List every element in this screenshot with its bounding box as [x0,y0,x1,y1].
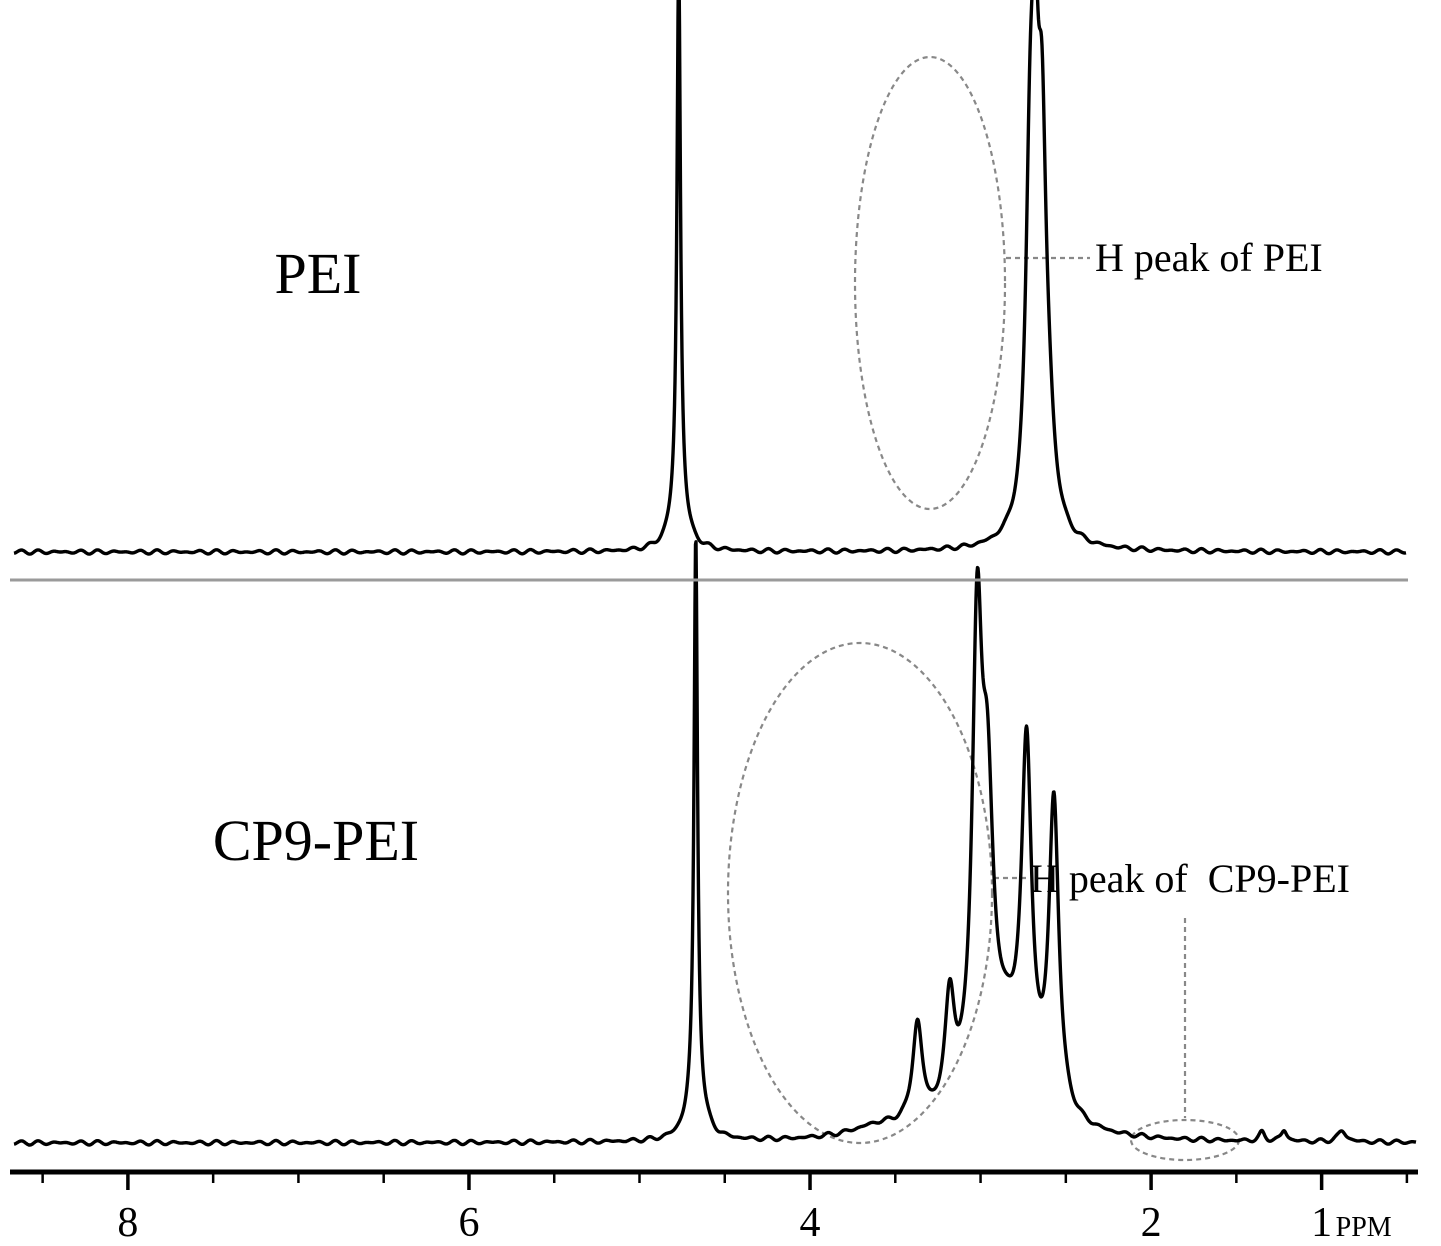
annotation-pei-peak: H peak of PEI [1095,235,1323,280]
annotation-cp9-pei-peak: H peak of CP9-PEI [1030,856,1350,901]
highlight-ellipse-pei [853,55,1007,511]
spectrum-line-cp9-pei [12,540,1418,1147]
spectrum-line-pei [12,0,1408,556]
highlight-ellipse-cp9-pei [726,641,994,1145]
x-tick-label: 2 [1141,1200,1162,1246]
panel-label-pei: PEI [275,241,362,306]
x-tick-label: 6 [458,1200,479,1246]
panel-label-cp9-pei: CP9-PEI [213,808,419,873]
x-tick-label: 8 [117,1200,138,1246]
x-tick-label: 1 [1311,1200,1332,1246]
x-tick-label: 4 [800,1200,821,1246]
x-unit-label: PPM [1336,1212,1392,1243]
